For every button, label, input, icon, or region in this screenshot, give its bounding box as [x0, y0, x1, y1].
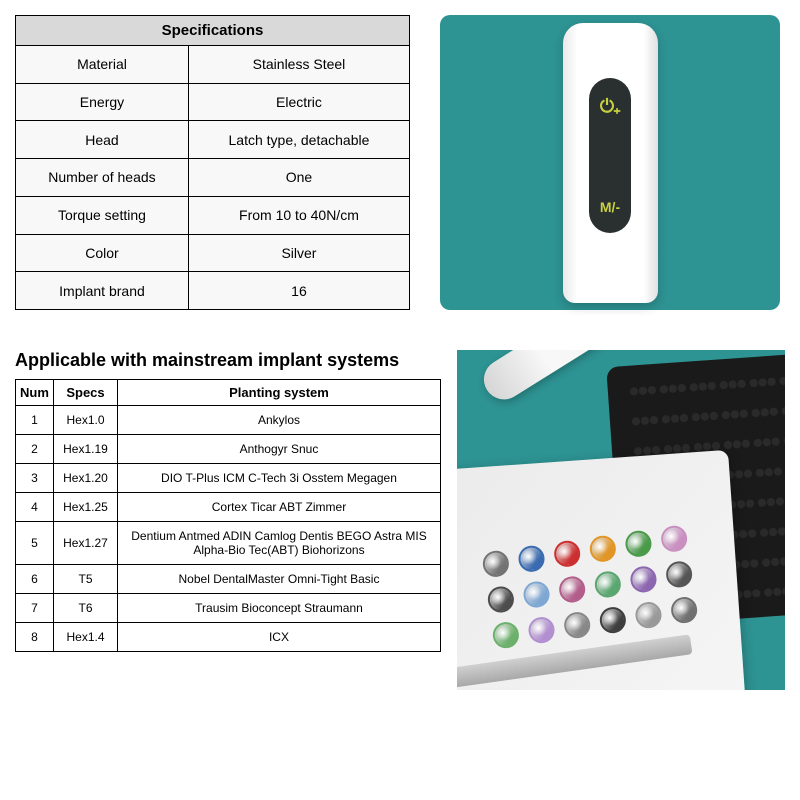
device-screen: ⏻₊ M/- [589, 78, 631, 233]
spec-value: Stainless Steel [188, 46, 409, 84]
spec-value: One [188, 159, 409, 197]
cell-specs: T5 [54, 565, 118, 594]
cell-specs: Hex1.25 [54, 493, 118, 522]
cell-system: ICX [118, 623, 441, 652]
spec-label: Color [16, 234, 189, 272]
driver-bit [598, 605, 627, 634]
driver-bit [491, 620, 520, 649]
cell-system: Cortex Ticar ABT Zimmer [118, 493, 441, 522]
power-plus-icon: ⏻₊ [600, 96, 620, 117]
specs-title: Specifications [16, 16, 410, 46]
bits-grid [481, 524, 703, 654]
kit-image-panel [457, 350, 785, 690]
cell-num: 3 [16, 464, 54, 493]
driver-bit [481, 549, 510, 578]
cell-specs: Hex1.19 [54, 435, 118, 464]
col-system: Planting system [118, 380, 441, 406]
driver-bit [557, 575, 586, 604]
driver-bit [659, 524, 688, 553]
spec-label: Head [16, 121, 189, 159]
spec-label: Material [16, 46, 189, 84]
cell-num: 6 [16, 565, 54, 594]
cell-specs: Hex1.27 [54, 522, 118, 565]
driver-bit [552, 539, 581, 568]
device-body: ⏻₊ M/- [563, 23, 658, 303]
spec-label: Number of heads [16, 159, 189, 197]
spec-value: 16 [188, 272, 409, 310]
spec-value: Silver [188, 234, 409, 272]
col-specs: Specs [54, 380, 118, 406]
cell-system: Ankylos [118, 406, 441, 435]
driver-bit [486, 585, 515, 614]
driver-bit [669, 595, 698, 624]
cell-num: 8 [16, 623, 54, 652]
cell-num: 2 [16, 435, 54, 464]
cell-num: 5 [16, 522, 54, 565]
driver-bit [522, 580, 551, 609]
driver-bit [593, 570, 622, 599]
driver-bit [588, 534, 617, 563]
spec-value: Electric [188, 83, 409, 121]
specifications-table: Specifications MaterialStainless Steel E… [15, 15, 410, 310]
spec-label: Torque setting [16, 196, 189, 234]
spec-value: Latch type, detachable [188, 121, 409, 159]
device-image-panel: ⏻₊ M/- [440, 15, 780, 310]
spec-label: Implant brand [16, 272, 189, 310]
kit-tray [457, 450, 745, 690]
driver-bit [634, 600, 663, 629]
cell-system: Anthogyr Snuc [118, 435, 441, 464]
implant-systems-table: Num Specs Planting system 1Hex1.0Ankylos… [15, 379, 441, 652]
cell-specs: Hex1.20 [54, 464, 118, 493]
cell-num: 4 [16, 493, 54, 522]
driver-bit [624, 529, 653, 558]
cell-system: Dentium Antmed ADIN Camlog Dentis BEGO A… [118, 522, 441, 565]
implant-heading: Applicable with mainstream implant syste… [15, 350, 441, 371]
cell-num: 7 [16, 594, 54, 623]
cell-specs: T6 [54, 594, 118, 623]
col-num: Num [16, 380, 54, 406]
cell-system: Trausim Bioconcept Straumann [118, 594, 441, 623]
cell-system: DIO T-Plus ICM C-Tech 3i Osstem Megagen [118, 464, 441, 493]
spec-label: Energy [16, 83, 189, 121]
driver-bit [629, 565, 658, 594]
driver-bit [664, 560, 693, 589]
cell-specs: Hex1.4 [54, 623, 118, 652]
cell-system: Nobel DentalMaster Omni-Tight Basic [118, 565, 441, 594]
spec-value: From 10 to 40N/cm [188, 196, 409, 234]
driver-bit [562, 610, 591, 639]
driver-bit [517, 544, 546, 573]
cell-specs: Hex1.0 [54, 406, 118, 435]
cell-num: 1 [16, 406, 54, 435]
m-minus-icon: M/- [600, 199, 620, 215]
driver-bit [527, 615, 556, 644]
